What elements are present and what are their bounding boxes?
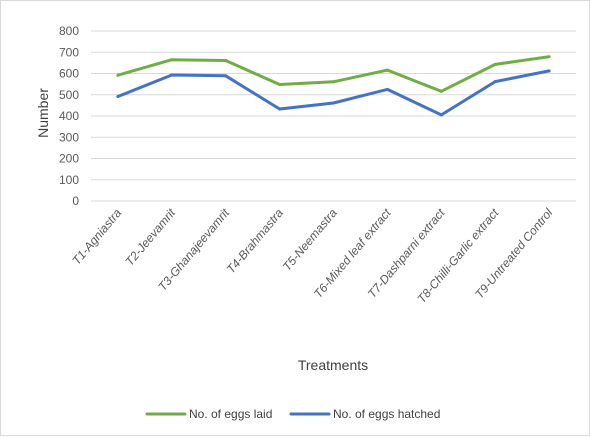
legend-label: No. of eggs hatched — [333, 407, 440, 421]
data-point — [224, 74, 228, 78]
y-axis-ticks: 0 100 200 300 400 500 600 700 800 — [59, 24, 79, 208]
data-point — [385, 68, 389, 72]
data-point — [439, 89, 443, 93]
legend-label: No. of eggs laid — [189, 407, 272, 421]
x-axis-ticks: T1-AgniastraT2-JeevamritT3-Ghanajeevamri… — [69, 205, 555, 305]
x-axis-title: Treatments — [298, 357, 368, 373]
y-tick-label: 400 — [59, 109, 79, 123]
y-tick-label: 0 — [72, 194, 79, 208]
data-point — [547, 55, 551, 59]
y-axis-title: Number — [35, 88, 51, 138]
data-point — [385, 87, 389, 91]
data-point — [278, 83, 282, 87]
series-layer — [116, 55, 551, 117]
y-tick-label: 500 — [59, 88, 79, 102]
data-point — [547, 69, 551, 73]
x-tick-label: T1-Agniastra — [69, 206, 124, 268]
y-tick-label: 300 — [59, 130, 79, 144]
series-line-2 — [116, 69, 551, 117]
data-point — [439, 113, 443, 117]
y-tick-label: 200 — [59, 152, 79, 166]
data-point — [116, 73, 120, 77]
data-point — [278, 107, 282, 111]
data-point — [170, 58, 174, 62]
y-tick-label: 100 — [59, 173, 79, 187]
y-tick-label: 800 — [59, 24, 79, 38]
x-tick-label: T5-Neemastra — [280, 206, 340, 274]
y-tick-label: 700 — [59, 45, 79, 59]
data-point — [493, 80, 497, 84]
data-point — [170, 73, 174, 77]
x-tick-label: T4-Brahmastra — [224, 206, 286, 277]
data-point — [116, 94, 120, 98]
data-point — [332, 101, 335, 105]
legend: No. of eggs laid No. of eggs hatched — [145, 407, 440, 421]
gridlines — [91, 30, 576, 202]
x-tick-label: T2-Jeevamrit — [122, 205, 178, 268]
data-point — [493, 62, 497, 66]
y-tick-label: 600 — [59, 67, 79, 81]
data-point — [224, 59, 228, 63]
data-point — [332, 80, 335, 84]
